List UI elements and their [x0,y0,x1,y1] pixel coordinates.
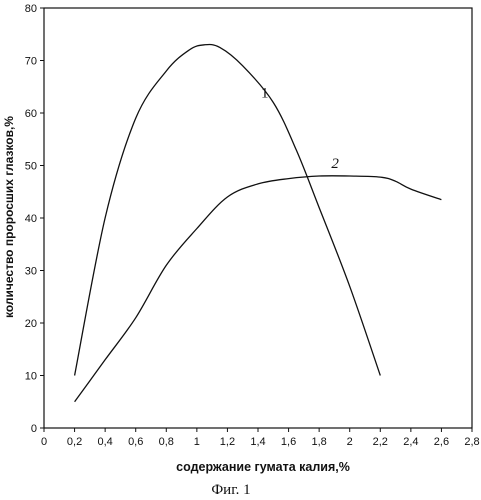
series-line-1 [73,43,381,376]
x-tick-label: 0,2 [67,436,82,448]
y-tick-label: 40 [25,213,37,225]
x-tick-label: 2,4 [403,436,418,448]
y-axis-label: количество проросших глазков,% [2,116,16,318]
y-tick-label: 80 [25,3,37,15]
x-tick-label: 2,2 [373,436,388,448]
figure-caption: Фиг. 1 [211,482,250,498]
y-tick-label: 20 [25,318,37,330]
series-label-2: 2 [331,156,339,172]
x-tick-label: 2,6 [434,436,449,448]
y-tick-label: 50 [25,161,37,173]
x-tick-label: 1,2 [220,436,235,448]
x-tick-label: 0,4 [97,436,112,448]
y-tick-label: 70 [25,56,37,68]
x-axis-ticks: 0 0,2 0,4 0,6 0,8 1 1,2 1,4 1,6 1,8 2 2,2 2,4 2,6 2,8 [41,428,480,448]
series-label-1: 1 [261,85,269,101]
x-tick-label: 0 [41,436,47,448]
series-line-2 [74,175,442,403]
y-tick-label: 0 [31,423,37,435]
chart-axes [43,7,473,429]
y-tick-label: 10 [25,371,37,383]
chart-series: 12 [73,43,442,403]
x-tick-label: 2,8 [464,436,479,448]
x-tick-label: 1,6 [281,436,296,448]
x-tick-label: 1,4 [250,436,265,448]
x-tick-label: 1,8 [311,436,326,448]
x-tick-label: 2 [347,436,353,448]
x-axis-label: содержание гумата калия,% [176,460,350,474]
x-tick-label: 0,6 [128,436,143,448]
plot-frame [43,7,473,429]
y-tick-label: 60 [25,108,37,120]
x-tick-label: 0,8 [159,436,174,448]
x-tick-label: 1 [194,436,200,448]
y-tick-label: 30 [25,266,37,278]
y-axis-ticks: 0 10 20 30 40 50 60 70 80 [25,3,44,435]
